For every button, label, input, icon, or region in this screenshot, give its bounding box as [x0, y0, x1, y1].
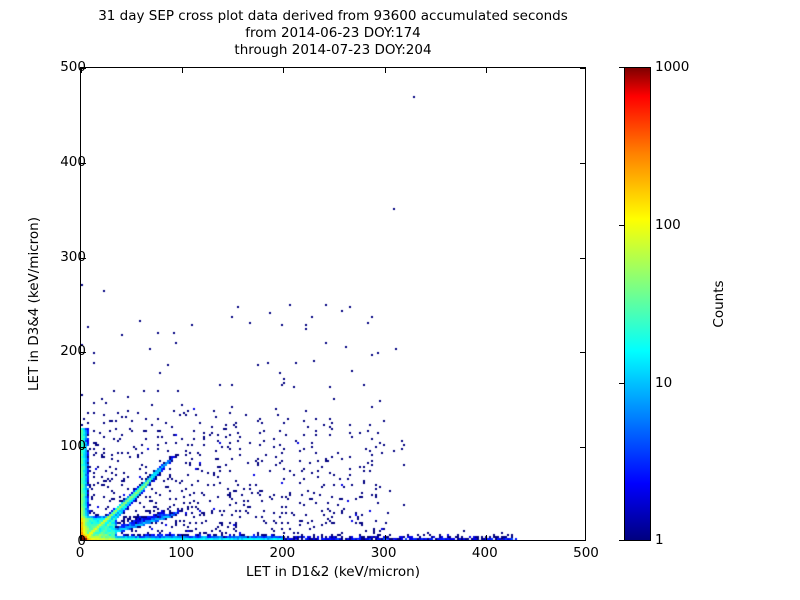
- x-tick-label: 400: [471, 545, 498, 561]
- x-tick-mark: [81, 535, 82, 540]
- colorbar-tick-mark: [619, 67, 624, 68]
- x-tick-label: 0: [75, 545, 85, 561]
- colorbar-tick-mark: [619, 383, 624, 384]
- y-tick-mark: [81, 447, 86, 449]
- x-tick-mark: [485, 68, 487, 73]
- colorbar-tick-label: 1: [655, 532, 664, 548]
- x-tick-mark: [485, 535, 487, 540]
- y-tick-mark: [580, 162, 585, 164]
- y-tick-label: 300: [60, 248, 86, 265]
- colorbar-tick-mark: [619, 225, 624, 226]
- x-tick-label: 200: [269, 545, 296, 561]
- colorbar-tick-label: 100: [655, 217, 681, 233]
- y-tick-mark: [580, 447, 585, 449]
- y-tick-label: 200: [60, 343, 86, 360]
- x-tick-mark: [384, 535, 386, 540]
- scatter-plot-axes: [80, 67, 586, 541]
- x-tick-label: 100: [168, 545, 195, 561]
- x-tick-mark: [182, 535, 184, 540]
- y-axis-label: LET in D3&4 (keV/micron): [26, 217, 42, 391]
- y-tick-mark: [580, 352, 585, 354]
- y-tick-mark: [81, 257, 86, 259]
- y-tick-mark: [580, 68, 585, 69]
- x-tick-label: 300: [370, 545, 397, 561]
- colorbar-gradient: [624, 67, 651, 541]
- x-tick-mark: [283, 535, 285, 540]
- y-tick-label: 400: [60, 153, 86, 170]
- colorbar-tick-label: 10: [655, 375, 673, 391]
- title-line-1: 31 day SEP cross plot data derived from …: [98, 8, 568, 24]
- y-tick-label: 500: [60, 59, 86, 75]
- x-tick-mark: [81, 68, 82, 73]
- scatter-data-layer: [81, 68, 585, 540]
- x-tick-mark: [384, 68, 386, 73]
- colorbar: 1 10 100 1000: [619, 59, 689, 548]
- y-tick-mark: [81, 352, 86, 354]
- y-tick-label: 0: [77, 533, 86, 549]
- y-tick-mark: [580, 257, 585, 259]
- colorbar-label: Counts: [711, 280, 727, 328]
- title-line-3: through 2014-07-23 DOY:204: [234, 42, 432, 58]
- x-tick-mark: [283, 68, 285, 73]
- colorbar-tick-mark: [619, 540, 624, 541]
- y-tick-mark: [81, 162, 86, 164]
- colorbar-tick-label: 1000: [655, 59, 690, 75]
- x-tick-mark: [182, 68, 184, 73]
- x-axis-label: LET in D1&2 (keV/micron): [246, 564, 420, 580]
- title-line-2: from 2014-06-23 DOY:174: [245, 25, 421, 41]
- x-tick-label: 500: [573, 545, 599, 561]
- y-tick-mark: [81, 68, 86, 69]
- y-tick-label: 100: [60, 438, 86, 455]
- figure-title: 31 day SEP cross plot data derived from …: [0, 8, 666, 59]
